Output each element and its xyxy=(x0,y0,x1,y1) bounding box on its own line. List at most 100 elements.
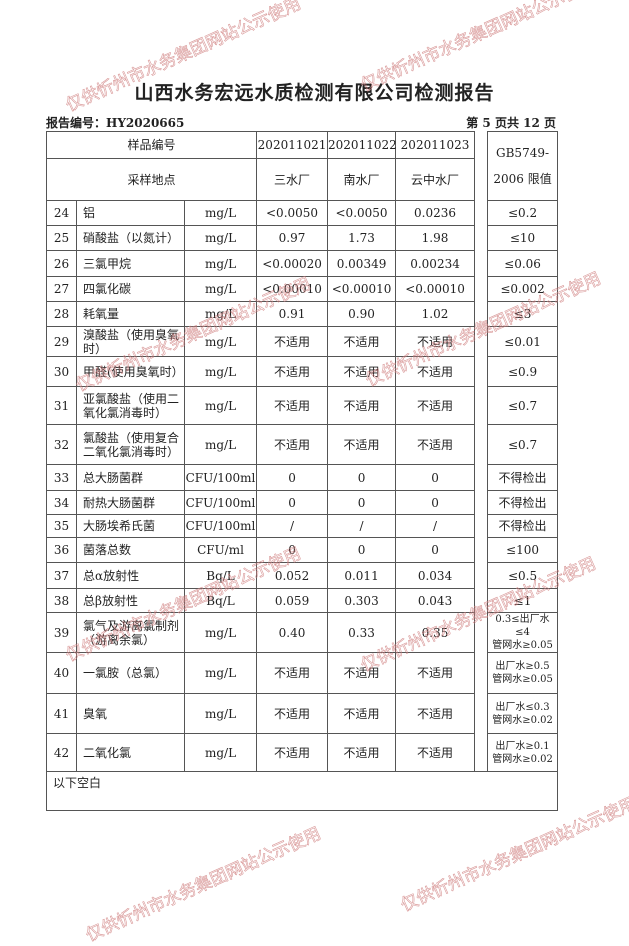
result-value: 不适用 xyxy=(256,733,329,772)
result-value: 不适用 xyxy=(395,326,476,357)
unit: CFU/100ml xyxy=(183,464,258,491)
limit-value: ≤1 xyxy=(487,588,559,613)
result-value: 不适用 xyxy=(395,652,476,694)
gap-column xyxy=(474,464,489,491)
limit-header-line2: 2006 限值 xyxy=(493,172,552,186)
gap-column xyxy=(474,301,489,327)
parameter-name: 总大肠菌群 xyxy=(76,464,185,491)
parameter-name: 二氧化氯 xyxy=(76,733,185,772)
page-number: 第 5 页共 12 页 xyxy=(466,116,556,130)
row-number: 29 xyxy=(46,326,77,357)
limit-value: ≤0.9 xyxy=(487,356,559,387)
result-value: 不适用 xyxy=(256,693,329,734)
unit: Bq/L xyxy=(183,588,258,613)
result-value: 不适用 xyxy=(327,693,397,734)
row-number: 35 xyxy=(46,514,77,538)
row-number: 39 xyxy=(46,612,77,653)
parameter-name: 甲醛(使用臭氧时） xyxy=(76,356,185,387)
limit-line: 出厂水≤0.3 xyxy=(495,701,550,713)
limit-value: ≤0.002 xyxy=(487,276,559,302)
footer-row: 以下空白 xyxy=(45,771,559,811)
unit: mg/L xyxy=(183,250,258,277)
row-number: 30 xyxy=(46,356,77,387)
gap-column xyxy=(474,588,489,613)
result-value: 不适用 xyxy=(395,693,476,734)
footer-note: 以下空白 xyxy=(45,771,559,811)
row-number: 36 xyxy=(46,537,77,563)
gap-column xyxy=(474,225,489,251)
parameter-name: 硝酸盐（以氮计） xyxy=(76,225,185,251)
table-row: 36 菌落总数 CFU/ml 0 0 0 ≤100 xyxy=(46,537,559,563)
unit: mg/L xyxy=(183,733,258,772)
sample-no: 202011021 xyxy=(256,131,329,159)
limit-line: 管网水≥0.05 xyxy=(492,674,553,685)
result-value: 0 xyxy=(256,464,329,491)
result-value: 不适用 xyxy=(327,652,397,694)
result-value: 不适用 xyxy=(256,356,329,387)
limit-value: ≤100 xyxy=(487,537,559,563)
table-row: 39 氯气及游离氯制剂（游离余氯） mg/L 0.40 0.33 0.35 0.3≤出厂水≤… xyxy=(46,612,559,653)
header-row-sample-no: 样品编号 202011021 202011022 202011023 GB574… xyxy=(45,131,559,201)
limit-value: 不得检出 xyxy=(487,490,559,515)
gap-column xyxy=(474,514,489,538)
unit: Bq/L xyxy=(183,562,258,589)
gap-column xyxy=(474,537,489,563)
row-number: 38 xyxy=(46,588,77,613)
unit: mg/L xyxy=(183,200,258,226)
table-row: 24 铝 mg/L <0.0050 <0.0050 0.0236 ≤0.2 xyxy=(46,200,559,226)
row-number: 31 xyxy=(46,386,77,425)
row-number: 24 xyxy=(46,200,77,226)
report-title: 山西水务宏远水质检测有限公司检测报告 xyxy=(134,82,495,104)
unit: mg/L xyxy=(183,386,258,425)
row-number: 33 xyxy=(46,464,77,491)
result-value: 0.33 xyxy=(327,612,397,653)
result-value: <0.00020 xyxy=(256,250,329,277)
limit-line: 管网水≥0.02 xyxy=(492,714,553,726)
result-value: <0.00010 xyxy=(327,276,397,302)
result-value: 0.011 xyxy=(327,562,397,589)
unit: CFU/100ml xyxy=(183,514,258,538)
result-value: 0 xyxy=(395,490,476,515)
row-number: 34 xyxy=(46,490,77,515)
row-number: 28 xyxy=(46,301,77,327)
table-row: 33 总大肠菌群 CFU/100ml 0 0 0 不得检出 xyxy=(46,464,559,491)
result-value: 不适用 xyxy=(256,424,329,465)
result-value: 0.91 xyxy=(256,301,329,327)
result-value: <0.00010 xyxy=(395,276,476,302)
result-value: / xyxy=(327,514,397,538)
result-value: 不适用 xyxy=(395,356,476,387)
result-value: 0.00234 xyxy=(395,250,476,277)
parameter-name: 亚氯酸盐（使用二氧化氯消毒时） xyxy=(76,386,185,425)
site-label: 采样地点 xyxy=(45,158,258,201)
result-value: 不适用 xyxy=(256,326,329,357)
sample-no: 202011023 xyxy=(395,131,476,159)
limit-value: ≤10 xyxy=(487,225,559,251)
gap-column xyxy=(474,652,489,694)
table-row: 29 溴酸盐（使用臭氧时） mg/L 不适用 不适用 不适用 ≤0.01 xyxy=(46,326,559,357)
parameter-name: 耗氧量 xyxy=(76,301,185,327)
limit-line: 出厂水≥0.5 xyxy=(495,661,550,672)
parameter-name: 总α放射性 xyxy=(76,562,185,589)
limit-line: 0.3≤出厂水≤4 xyxy=(495,614,550,638)
result-value: 不适用 xyxy=(327,733,397,772)
parameter-name: 三氯甲烷 xyxy=(76,250,185,277)
table-row: 30 甲醛(使用臭氧时） mg/L 不适用 不适用 不适用 ≤0.9 xyxy=(46,356,559,387)
result-value: 0 xyxy=(256,490,329,515)
result-value: 0.0236 xyxy=(395,200,476,226)
parameter-name: 氯气及游离氯制剂（游离余氯） xyxy=(76,612,185,653)
result-value: 1.73 xyxy=(327,225,397,251)
limit-line: 出厂水≥0.1 xyxy=(495,740,550,752)
result-value: 0 xyxy=(327,464,397,491)
limit-value: 0.3≤出厂水≤4 管网水≥0.05 xyxy=(487,612,559,653)
limit-value: ≤0.06 xyxy=(487,250,559,277)
limit-value: 出厂水≥0.1 管网水≥0.02 xyxy=(487,733,559,772)
result-value: 不适用 xyxy=(395,424,476,465)
sampling-site: 南水厂 xyxy=(327,158,397,201)
table-row: 38 总β放射性 Bq/L 0.059 0.303 0.043 ≤1 xyxy=(46,588,559,613)
result-value: 0.00349 xyxy=(327,250,397,277)
unit: mg/L xyxy=(183,652,258,694)
table-row: 41 臭氧 mg/L 不适用 不适用 不适用 出厂水≤0.3 管网水≥0.02 xyxy=(46,693,559,734)
result-value: 0.059 xyxy=(256,588,329,613)
limit-line: 管网水≥0.05 xyxy=(492,640,553,651)
table-row: 35 大肠埃希氏菌 CFU/100ml / / / 不得检出 xyxy=(46,514,559,538)
